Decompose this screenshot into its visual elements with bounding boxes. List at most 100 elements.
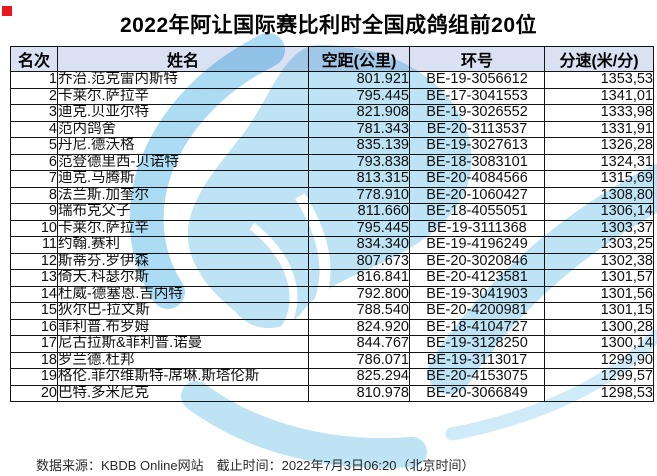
- table-row: 11 约翰.赛利 834.340 BE-19-4196249 1303,25: [10, 236, 654, 254]
- rank-cell: 12: [10, 252, 58, 270]
- col-header-distance: 空距(公里): [308, 46, 410, 72]
- distance-cell: 824.920: [308, 318, 410, 336]
- table-row: 20 巴特.多米尼克 810.978 BE-20-3066849 1298,53: [10, 384, 654, 402]
- rank-cell: 10: [10, 219, 58, 237]
- name-cell: 迪克.马腾斯: [57, 170, 309, 188]
- ring-number-cell: BE-19-3041903: [409, 285, 545, 303]
- speed-cell: 1301,57: [544, 269, 654, 287]
- speed-cell: 1303,37: [544, 219, 654, 237]
- name-cell: 法兰斯.加奎尔: [57, 186, 309, 204]
- name-cell: 斯蒂芬.罗伊森: [57, 252, 309, 270]
- rank-cell: 9: [10, 203, 58, 221]
- ring-number-cell: BE-20-3113537: [409, 120, 545, 138]
- page-title: 2022年阿让国际赛比利时全国成鸽组前20位: [119, 14, 538, 37]
- distance-cell: 816.841: [308, 269, 410, 287]
- speed-cell: 1308,80: [544, 186, 654, 204]
- speed-cell: 1324,31: [544, 153, 654, 171]
- ring-number-cell: BE-20-3066849: [409, 384, 545, 402]
- distance-cell: 844.767: [308, 335, 410, 353]
- red-marker-icon: [2, 6, 12, 16]
- rank-cell: 18: [10, 351, 58, 369]
- rank-cell: 4: [10, 120, 58, 138]
- distance-cell: 810.978: [308, 384, 410, 402]
- table-row: 7 迪克.马腾斯 813.315 BE-20-4084566 1315,69: [10, 170, 654, 188]
- distance-cell: 788.540: [308, 302, 410, 320]
- distance-cell: 781.343: [308, 120, 410, 138]
- table-row: 15 狄尔巴-拉文斯 788.540 BE-20-4200981 1301,15: [10, 302, 654, 320]
- rank-cell: 8: [10, 186, 58, 204]
- speed-cell: 1298,53: [544, 384, 654, 402]
- results-table: 名次 姓名 空距(公里) 环号 分速(米/分) 1 乔治.范克雷内斯特 801.92…: [10, 46, 654, 402]
- speed-cell: 1333,98: [544, 104, 654, 122]
- ring-number-cell: BE-19-4196249: [409, 236, 545, 254]
- distance-cell: 801.921: [308, 71, 410, 89]
- data-source-note: 数据来源：KBDB Online网站 截止时间：2022年7月3日06:20（北…: [36, 458, 475, 473]
- table-row: 13 倚天.科瑟尔斯 816.841 BE-20-4123581 1301,57: [10, 269, 654, 287]
- table-row: 6 范登德里西-贝诺特 793.838 BE-18-3083101 1324,31: [10, 153, 654, 171]
- speed-cell: 1300,28: [544, 318, 654, 336]
- speed-cell: 1306,14: [544, 203, 654, 221]
- ring-number-cell: BE-19-3026552: [409, 104, 545, 122]
- table-row: 16 菲利普.布罗姆 824.920 BE-18-4104727 1300,28: [10, 318, 654, 336]
- name-cell: 尼古拉斯&菲利普.诺曼: [57, 335, 309, 353]
- name-cell: 倚天.科瑟尔斯: [57, 269, 309, 287]
- rank-cell: 16: [10, 318, 58, 336]
- name-cell: 菲利普.布罗姆: [57, 318, 309, 336]
- table-row: 12 斯蒂芬.罗伊森 807.673 BE-20-3020846 1302,38: [10, 252, 654, 270]
- speed-cell: 1331,91: [544, 120, 654, 138]
- name-cell: 罗兰德.杜邦: [57, 351, 309, 369]
- rank-cell: 14: [10, 285, 58, 303]
- speed-cell: 1341,01: [544, 87, 654, 105]
- distance-cell: 835.139: [308, 137, 410, 155]
- rank-cell: 15: [10, 302, 58, 320]
- speed-cell: 1302,38: [544, 252, 654, 270]
- name-cell: 范内鸽舍: [57, 120, 309, 138]
- header-row: 名次 姓名 空距(公里) 环号 分速(米/分): [10, 46, 654, 72]
- col-header-rank: 名次: [10, 46, 58, 72]
- table-row: 5 丹尼.德沃格 835.139 BE-19-3027613 1326,28: [10, 137, 654, 155]
- rank-cell: 2: [10, 87, 58, 105]
- rank-cell: 6: [10, 153, 58, 171]
- ring-number-cell: BE-20-4123581: [409, 269, 545, 287]
- ring-number-cell: BE-18-4104727: [409, 318, 545, 336]
- distance-cell: 821.908: [308, 104, 410, 122]
- name-cell: 卡莱尔.萨拉辛: [57, 219, 309, 237]
- rank-cell: 5: [10, 137, 58, 155]
- ring-number-cell: BE-20-4084566: [409, 170, 545, 188]
- table-row: 8 法兰斯.加奎尔 778.910 BE-20-1060427 1308,80: [10, 186, 654, 204]
- name-cell: 丹尼.德沃格: [57, 137, 309, 155]
- speed-cell: 1300,14: [544, 335, 654, 353]
- rank-cell: 17: [10, 335, 58, 353]
- rank-cell: 19: [10, 368, 58, 386]
- distance-cell: 795.445: [308, 87, 410, 105]
- distance-cell: 825.294: [308, 368, 410, 386]
- speed-cell: 1299,90: [544, 351, 654, 369]
- distance-cell: 795.445: [308, 219, 410, 237]
- table-row: 10 卡莱尔.萨拉辛 795.445 BE-19-3111368 1303,37: [10, 219, 654, 237]
- speed-cell: 1303,25: [544, 236, 654, 254]
- table-row: 3 迪克.贝亚尔特 821.908 BE-19-3026552 1333,98: [10, 104, 654, 122]
- table-row: 14 杜威-德塞恩.吉内特 792.800 BE-19-3041903 1301,56: [10, 285, 654, 303]
- table-row: 4 范内鸽舍 781.343 BE-20-3113537 1331,91: [10, 120, 654, 138]
- table-row: 1 乔治.范克雷内斯特 801.921 BE-19-3056612 1353,53: [10, 71, 654, 89]
- name-cell: 巴特.多米尼克: [57, 384, 309, 402]
- speed-cell: 1353,53: [544, 71, 654, 89]
- rank-cell: 20: [10, 384, 58, 402]
- table-row: 2 卡莱尔.萨拉辛 795.445 BE-17-3041553 1341,01: [10, 87, 654, 105]
- rank-cell: 7: [10, 170, 58, 188]
- speed-cell: 1301,56: [544, 285, 654, 303]
- rank-cell: 1: [10, 71, 58, 89]
- col-header-speed: 分速(米/分): [544, 46, 654, 72]
- distance-cell: 813.315: [308, 170, 410, 188]
- distance-cell: 792.800: [308, 285, 410, 303]
- name-cell: 杜威-德塞恩.吉内特: [57, 285, 309, 303]
- name-cell: 迪克.贝亚尔特: [57, 104, 309, 122]
- distance-cell: 807.673: [308, 252, 410, 270]
- distance-cell: 778.910: [308, 186, 410, 204]
- rank-cell: 3: [10, 104, 58, 122]
- speed-cell: 1301,15: [544, 302, 654, 320]
- distance-cell: 834.340: [308, 236, 410, 254]
- ring-number-cell: BE-19-3027613: [409, 137, 545, 155]
- speed-cell: 1315,69: [544, 170, 654, 188]
- ring-number-cell: BE-20-1060427: [409, 186, 545, 204]
